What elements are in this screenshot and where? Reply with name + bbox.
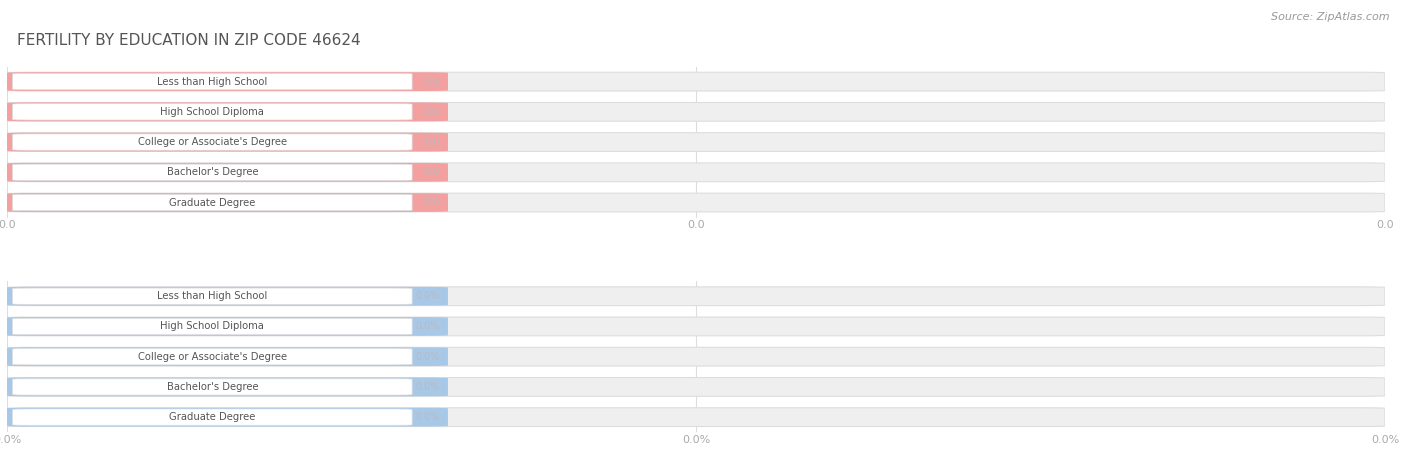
Text: 0.0: 0.0 (425, 107, 440, 117)
FancyBboxPatch shape (7, 133, 449, 152)
FancyBboxPatch shape (13, 134, 412, 150)
Text: College or Associate's Degree: College or Associate's Degree (138, 352, 287, 361)
Text: 0.0%: 0.0% (415, 322, 440, 332)
FancyBboxPatch shape (7, 193, 449, 212)
Text: 0.0%: 0.0% (415, 291, 440, 301)
FancyBboxPatch shape (13, 409, 412, 425)
FancyBboxPatch shape (13, 318, 412, 334)
FancyBboxPatch shape (13, 164, 412, 180)
Text: Source: ZipAtlas.com: Source: ZipAtlas.com (1271, 12, 1389, 22)
FancyBboxPatch shape (13, 194, 412, 211)
FancyBboxPatch shape (7, 408, 1385, 427)
FancyBboxPatch shape (7, 378, 1385, 396)
Text: 0.0: 0.0 (425, 76, 440, 86)
FancyBboxPatch shape (13, 104, 412, 120)
FancyBboxPatch shape (7, 408, 449, 427)
FancyBboxPatch shape (7, 193, 1385, 212)
Text: 0.0%: 0.0% (415, 352, 440, 361)
Text: 0.0: 0.0 (425, 167, 440, 177)
FancyBboxPatch shape (7, 317, 1385, 336)
Text: Less than High School: Less than High School (157, 76, 267, 86)
Text: 0.0%: 0.0% (415, 382, 440, 392)
Text: 0.0: 0.0 (425, 198, 440, 208)
Text: Bachelor's Degree: Bachelor's Degree (166, 167, 259, 177)
Text: Less than High School: Less than High School (157, 291, 267, 301)
FancyBboxPatch shape (7, 103, 1385, 121)
FancyBboxPatch shape (7, 72, 449, 91)
FancyBboxPatch shape (7, 163, 1385, 181)
FancyBboxPatch shape (7, 347, 1385, 366)
FancyBboxPatch shape (13, 379, 412, 395)
FancyBboxPatch shape (7, 287, 449, 305)
FancyBboxPatch shape (7, 72, 1385, 91)
FancyBboxPatch shape (7, 163, 449, 181)
FancyBboxPatch shape (13, 288, 412, 304)
Text: 0.0%: 0.0% (415, 412, 440, 422)
FancyBboxPatch shape (7, 378, 449, 396)
FancyBboxPatch shape (13, 349, 412, 365)
Text: College or Associate's Degree: College or Associate's Degree (138, 137, 287, 147)
FancyBboxPatch shape (13, 74, 412, 90)
Text: Graduate Degree: Graduate Degree (169, 412, 256, 422)
Text: 0.0: 0.0 (425, 137, 440, 147)
FancyBboxPatch shape (7, 133, 1385, 152)
Text: High School Diploma: High School Diploma (160, 322, 264, 332)
FancyBboxPatch shape (7, 287, 1385, 305)
Text: High School Diploma: High School Diploma (160, 107, 264, 117)
FancyBboxPatch shape (7, 347, 449, 366)
FancyBboxPatch shape (7, 317, 449, 336)
FancyBboxPatch shape (7, 103, 449, 121)
Text: FERTILITY BY EDUCATION IN ZIP CODE 46624: FERTILITY BY EDUCATION IN ZIP CODE 46624 (17, 33, 360, 48)
Text: Graduate Degree: Graduate Degree (169, 198, 256, 208)
Text: Bachelor's Degree: Bachelor's Degree (166, 382, 259, 392)
